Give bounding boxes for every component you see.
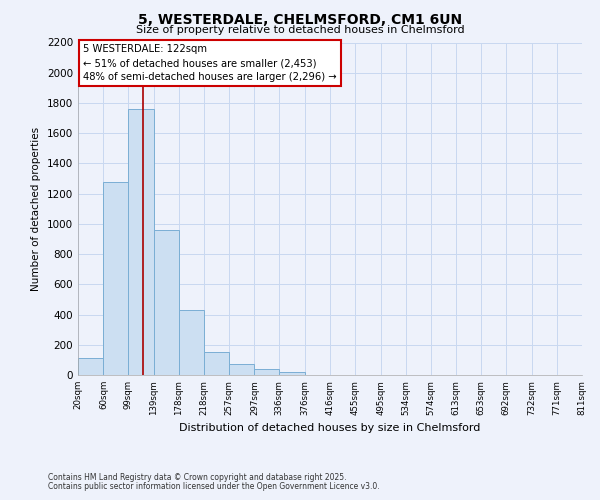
- Text: Size of property relative to detached houses in Chelmsford: Size of property relative to detached ho…: [136, 25, 464, 35]
- Bar: [128, 109, 154, 375]
- Bar: [204, 352, 229, 375]
- Bar: [280, 372, 305, 375]
- Text: Contains HM Land Registry data © Crown copyright and database right 2025.: Contains HM Land Registry data © Crown c…: [48, 473, 347, 482]
- Bar: [154, 230, 179, 375]
- Bar: [179, 310, 204, 375]
- Bar: [229, 364, 254, 375]
- Text: 5, WESTERDALE, CHELMSFORD, CM1 6UN: 5, WESTERDALE, CHELMSFORD, CM1 6UN: [138, 12, 462, 26]
- Bar: [254, 369, 280, 375]
- Text: Contains public sector information licensed under the Open Government Licence v3: Contains public sector information licen…: [48, 482, 380, 491]
- Bar: [103, 182, 128, 375]
- Bar: [78, 358, 103, 375]
- Y-axis label: Number of detached properties: Number of detached properties: [31, 126, 41, 291]
- X-axis label: Distribution of detached houses by size in Chelmsford: Distribution of detached houses by size …: [179, 423, 481, 433]
- Text: 5 WESTERDALE: 122sqm
← 51% of detached houses are smaller (2,453)
48% of semi-de: 5 WESTERDALE: 122sqm ← 51% of detached h…: [83, 44, 337, 82]
